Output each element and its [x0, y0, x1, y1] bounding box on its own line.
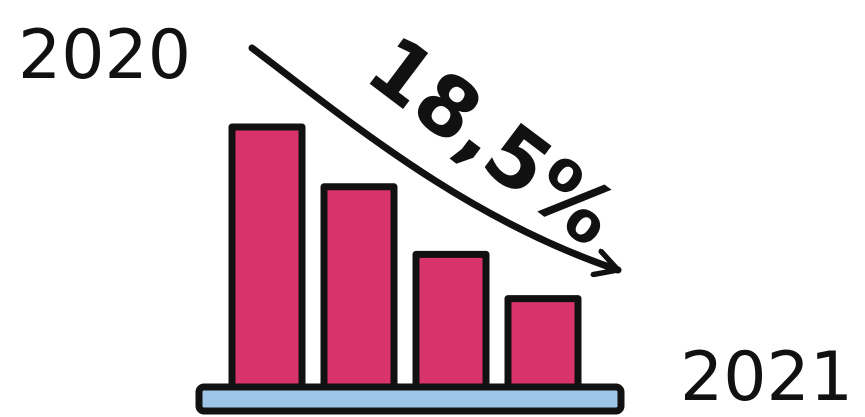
start-year-label: 2020	[18, 16, 191, 95]
trend-arrow	[248, 44, 622, 270]
baseline-bar	[195, 383, 625, 415]
end-year-label: 2021	[680, 338, 853, 417]
bar-3	[412, 250, 490, 391]
bar-2	[320, 183, 398, 391]
bar-series	[195, 123, 625, 415]
bar-1	[228, 123, 306, 391]
bar-4	[504, 295, 582, 391]
